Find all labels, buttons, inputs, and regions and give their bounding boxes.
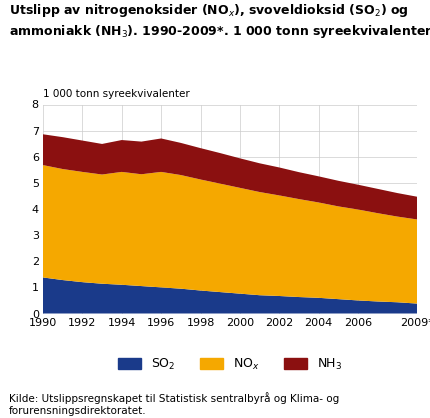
Text: Utslipp av nitrogenoksider (NO$_x$), svoveldioksid (SO$_2$) og
ammoniakk (NH$_3$: Utslipp av nitrogenoksider (NO$_x$), svo… — [9, 2, 430, 40]
Text: 1 000 tonn syreekvivalenter: 1 000 tonn syreekvivalenter — [43, 89, 190, 99]
Legend: SO$_2$, NO$_x$, NH$_3$: SO$_2$, NO$_x$, NH$_3$ — [114, 353, 346, 376]
Text: Kilde: Utslippsregnskapet til Statistisk sentralbyrå og Klima- og
forurensningsd: Kilde: Utslippsregnskapet til Statistisk… — [9, 393, 339, 416]
